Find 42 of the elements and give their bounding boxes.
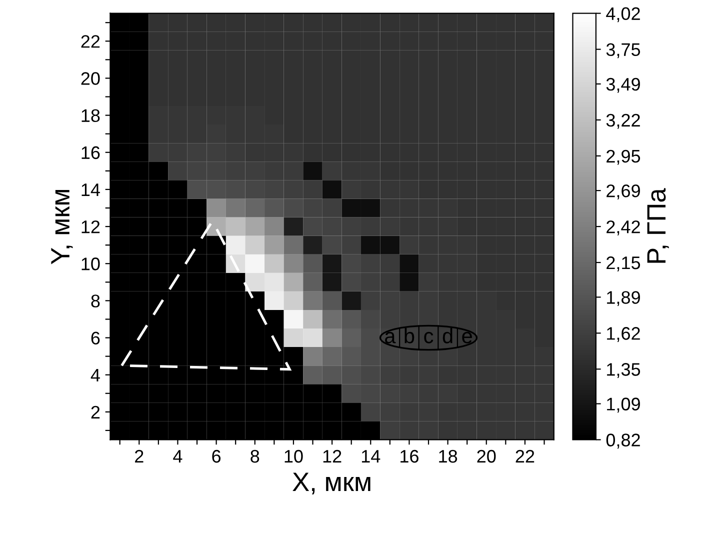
color-bar-title: P, ГПа	[647, 188, 669, 263]
color-bar-label: 2,69	[606, 184, 640, 200]
x-tick-label: 4	[173, 450, 182, 463]
y-tick-label: 10	[82, 258, 100, 270]
annotation: d	[442, 328, 452, 344]
color-bar-label: 0,82	[606, 434, 640, 449]
y-tick-label: 8	[91, 294, 100, 308]
y-tick-label: 18	[82, 109, 100, 122]
x-tick-label: 14	[362, 450, 380, 463]
annotation: b	[404, 328, 414, 344]
x-tick-label: 6	[212, 450, 221, 463]
x-tick-label: 22	[516, 450, 534, 463]
x-tick-label: 20	[477, 450, 496, 463]
color-bar-label: 3,75	[606, 43, 640, 58]
annotation: c	[424, 332, 434, 344]
y-tick-label: 12	[82, 220, 100, 234]
color-bar-label: 1,09	[607, 398, 640, 413]
y-tick-label: 14	[82, 184, 100, 196]
y-tick-label: 4	[90, 368, 100, 382]
x-tick-label: 2	[135, 450, 144, 463]
color-bar-label: 3,49	[606, 78, 640, 93]
y-tick-label: 16	[82, 146, 100, 160]
x-tick-label: 16	[400, 450, 418, 463]
y-axis-title: Y, мкм	[51, 190, 73, 264]
color-bar-label: 1,35	[607, 363, 640, 378]
color-bar-label: 4,02	[606, 7, 640, 22]
color-bar-label: 2,95	[606, 150, 640, 165]
x-tick-label: 12	[323, 450, 342, 463]
x-tick-label: 8	[250, 450, 260, 463]
x-tick-label: 10	[284, 450, 303, 463]
color-bar-label: 2,42	[606, 220, 640, 236]
y-tick-label: 20	[81, 72, 100, 85]
y-tick-label: 6	[91, 332, 100, 344]
annotation: a	[385, 332, 396, 344]
color-bar-label: 2,15	[606, 256, 640, 272]
x-axis-title: X, мкм	[292, 472, 370, 494]
color-bar-label: 3,22	[606, 114, 640, 129]
color-bar-label: 1,89	[607, 291, 640, 306]
y-tick-label: 22	[81, 35, 100, 48]
color-bar-label: 1,62	[607, 327, 640, 342]
x-tick-label: 18	[439, 450, 458, 463]
y-tick-label: 2	[91, 406, 100, 418]
